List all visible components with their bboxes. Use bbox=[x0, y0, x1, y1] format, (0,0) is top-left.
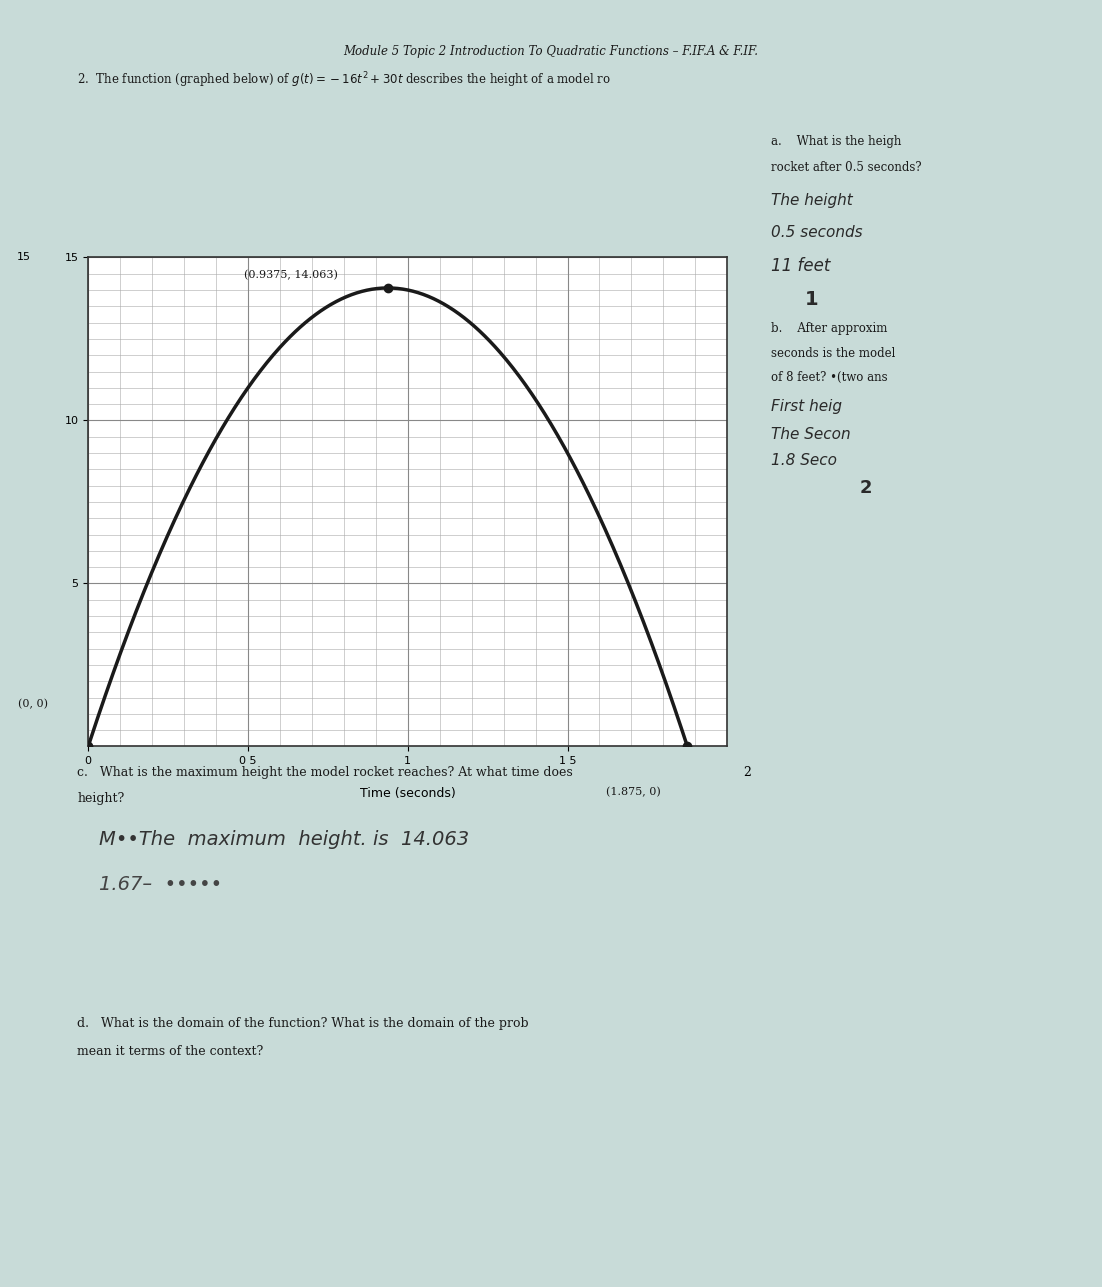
Text: height?: height? bbox=[77, 792, 125, 804]
Text: 2.  The function (graphed below) of $g(t) = -16t^2 + 30t$ describes the height o: 2. The function (graphed below) of $g(t)… bbox=[77, 71, 612, 90]
Text: 1: 1 bbox=[804, 290, 818, 309]
Text: 2: 2 bbox=[743, 766, 752, 779]
Text: b.    After approxim: b. After approxim bbox=[771, 322, 888, 335]
Text: 0.5 seconds: 0.5 seconds bbox=[771, 225, 863, 241]
Text: The height: The height bbox=[771, 193, 853, 208]
Text: 15: 15 bbox=[17, 252, 31, 263]
Text: rocket after 0.5 seconds?: rocket after 0.5 seconds? bbox=[771, 161, 922, 174]
Text: 1.8 Seco: 1.8 Seco bbox=[771, 453, 838, 468]
Text: c.   What is the maximum height the model rocket reaches? At what time does: c. What is the maximum height the model … bbox=[77, 766, 573, 779]
Text: M••The  maximum  height. is  14.063: M••The maximum height. is 14.063 bbox=[99, 830, 469, 849]
Text: mean it terms of the context?: mean it terms of the context? bbox=[77, 1045, 263, 1058]
X-axis label: Time (seconds): Time (seconds) bbox=[360, 788, 455, 801]
Text: The Secon: The Secon bbox=[771, 427, 851, 443]
Text: of 8 feet? •(two ans: of 8 feet? •(two ans bbox=[771, 371, 888, 384]
Text: 2: 2 bbox=[860, 479, 872, 497]
Text: 11 feet: 11 feet bbox=[771, 257, 831, 275]
Text: Module 5 Topic 2 Introduction To Quadratic Functions – F.IF.A & F.IF.: Module 5 Topic 2 Introduction To Quadrat… bbox=[344, 45, 758, 58]
Text: 1.67–  •••••: 1.67– ••••• bbox=[99, 875, 223, 894]
Text: a.    What is the heigh: a. What is the heigh bbox=[771, 135, 901, 148]
Text: d.   What is the domain of the function? What is the domain of the prob: d. What is the domain of the function? W… bbox=[77, 1017, 529, 1030]
Text: (1.875, 0): (1.875, 0) bbox=[606, 788, 660, 798]
Text: First heig: First heig bbox=[771, 399, 842, 414]
Text: (0, 0): (0, 0) bbox=[18, 699, 47, 709]
Text: seconds is the model: seconds is the model bbox=[771, 347, 896, 360]
Text: (0.9375, 14.063): (0.9375, 14.063) bbox=[244, 270, 338, 281]
